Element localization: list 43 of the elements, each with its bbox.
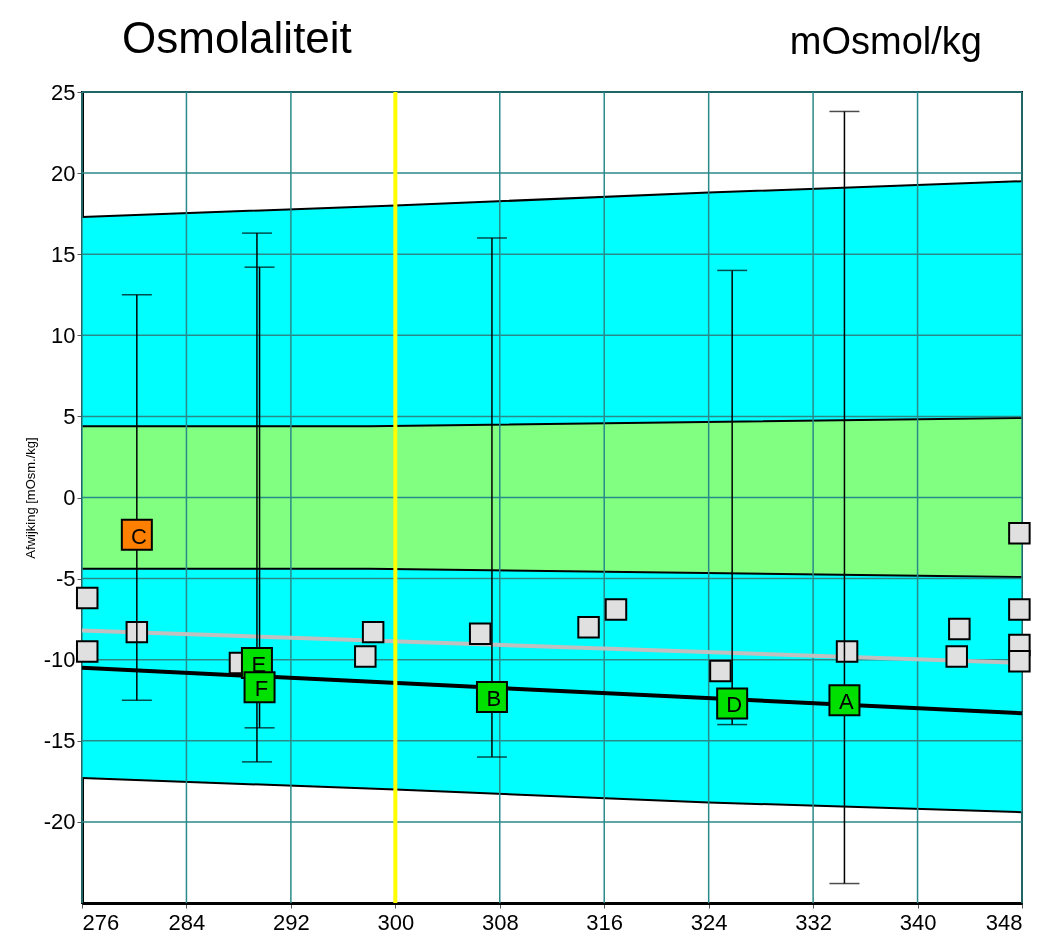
data-label: B bbox=[486, 686, 502, 712]
y-tick-label: 0 bbox=[63, 485, 76, 510]
point bbox=[1008, 650, 1031, 673]
point bbox=[945, 645, 968, 668]
x-tick-label: 348 bbox=[985, 909, 1023, 935]
point bbox=[577, 616, 600, 639]
point bbox=[468, 622, 492, 645]
x-tick-label: 324 bbox=[690, 909, 728, 935]
y-tick-label: 20 bbox=[51, 160, 76, 186]
point bbox=[354, 645, 377, 668]
y-tick-label: 10 bbox=[51, 322, 76, 348]
point bbox=[709, 659, 732, 683]
y-axis-title: Afwijking [mOsm./kg] bbox=[22, 437, 38, 559]
x-tick-label: 300 bbox=[377, 909, 415, 935]
y-tick-label: -15 bbox=[43, 728, 76, 754]
point bbox=[75, 586, 99, 610]
y-tick-label: 5 bbox=[63, 403, 76, 429]
x-tick-label: 284 bbox=[168, 909, 206, 935]
x-tick-label: 308 bbox=[481, 909, 519, 935]
point bbox=[835, 640, 859, 663]
data-label: A bbox=[839, 689, 855, 715]
point bbox=[948, 617, 971, 641]
y-tick-label: -10 bbox=[43, 647, 76, 673]
point bbox=[75, 640, 99, 663]
data-label: D bbox=[726, 692, 743, 718]
point bbox=[1008, 521, 1031, 545]
point bbox=[361, 620, 385, 644]
y-tick-label: -20 bbox=[43, 809, 76, 835]
y-tick-label: 15 bbox=[51, 241, 76, 267]
data-label: F bbox=[254, 676, 269, 702]
point bbox=[1008, 598, 1031, 621]
y-tick-label: -5 bbox=[55, 566, 76, 592]
x-tick-label: 340 bbox=[899, 909, 937, 935]
y-tick-label: 25 bbox=[51, 79, 76, 105]
point bbox=[604, 598, 628, 621]
chart-subtitle: mOsmol/kg bbox=[789, 20, 982, 62]
x-tick-label: 332 bbox=[795, 909, 832, 935]
x-tick-label: 316 bbox=[586, 909, 624, 935]
x-tick-label: 292 bbox=[273, 909, 310, 935]
x-tick-label: 276 bbox=[82, 909, 120, 935]
chart-title: Osmolaliteit bbox=[122, 13, 352, 62]
data-label: E bbox=[251, 651, 267, 677]
data-label: C bbox=[130, 523, 147, 549]
